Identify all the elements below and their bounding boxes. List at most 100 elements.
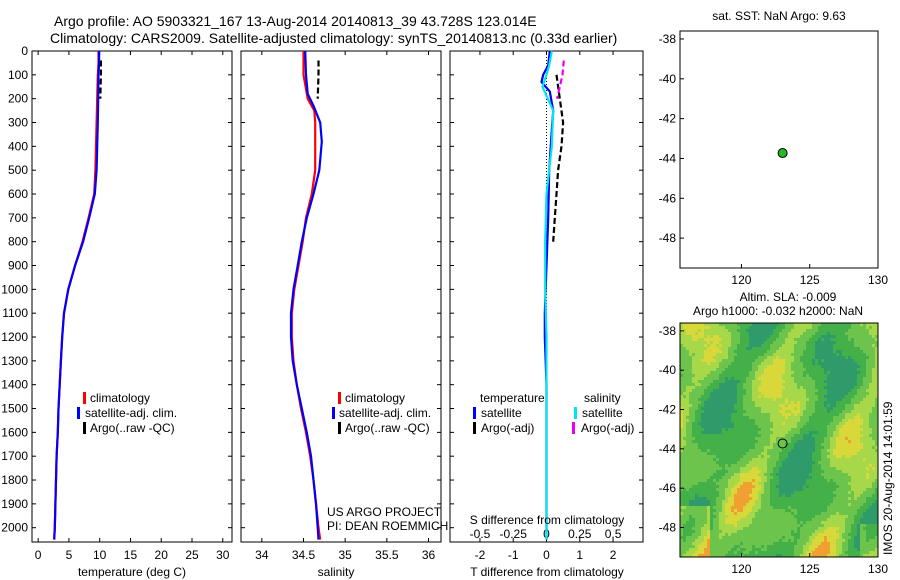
salinity-series [289,50,323,540]
legend-argo: Argo(..raw -QC) [345,421,430,435]
legend-swatch-satellite [332,407,335,419]
x-tick-label: 2 [610,548,617,562]
legend-s-argo: Argo(-adj) [581,421,634,435]
x-tick-label: 30 [216,548,230,562]
sla-heatmap [680,323,878,557]
legend-satellite: satellite-adj. clim. [339,406,431,420]
legend-climatology: climatology [345,391,405,405]
y-tick-label: -48 [659,231,677,245]
y-tick-label: -42 [659,403,677,417]
y-tick-label: 0 [21,44,28,58]
credit-line1: US ARGO PROJECT [327,505,442,519]
legend-swatch-satellite [77,407,80,419]
legend-satellite: satellite-adj. clim. [85,406,177,420]
y-tick-label: 500 [8,163,28,177]
x-tick-label: 130 [868,562,888,576]
x-tick-label: -2 [475,548,486,562]
temperature-panel: 0100200300400500600700800900100011001200… [1,44,233,579]
y-tick-label: 1100 [2,306,28,320]
legend-swatch-climatology [83,392,86,404]
x-tick-label: 1 [576,548,583,562]
y-tick-label: 200 [8,92,28,106]
x-tick-label: -1 [508,548,519,562]
legend-header-temperature: temperature [480,391,545,405]
x-tick-label: 5 [66,548,73,562]
series-line [552,74,565,242]
x-tick-label: 125 [800,562,820,576]
argo-position-marker [777,148,788,159]
depth-axis: 0 100 200 300 400 500 600 700 800 900 1000 1100 1200… [1,44,28,535]
t-difference-xlabel: T difference from climatology [470,565,624,579]
x-tick-label: 34.5 [292,548,316,562]
difference-series [540,50,565,540]
x-tick-label: 10 [93,548,107,562]
x-tick-label: 34 [255,548,269,562]
x-tick-label: 25 [185,548,199,562]
y-tick-label: 1400 [1,378,28,392]
temperature-legend: climatology satellite-adj. clim. Argo(..… [77,391,177,435]
y-tick-label: -42 [659,112,677,126]
s-tick-label: 0.25 [568,527,592,541]
y-tick-label: -46 [659,481,677,495]
y-tick-label: 1000 [1,282,28,296]
sst-map-title: sat. SST: NaN Argo: 9.63 [712,9,846,23]
series-line [556,60,565,99]
series-line [541,50,555,540]
sst-map-panel: sat. SST: NaN Argo: 9.63 120 125 130 -38 -40… [659,9,889,287]
argo-position-marker [777,438,788,449]
x-tick-label: 36 [422,548,436,562]
y-tick-label: 900 [8,259,28,273]
s-difference-axis: -0.5-0.2500.250.5 [470,527,622,541]
legend-argo: Argo(..raw -QC) [90,421,175,435]
legend-climatology: climatology [90,391,150,405]
x-tick-label: 20 [155,548,169,562]
legend-header-salinity: salinity [584,391,621,405]
y-tick-label: -44 [659,442,677,456]
salinity-panel: 34 34.5 35 35.5 36 salinity climatology sate… [240,50,448,579]
credit-line2: PI: DEAN ROEMMICH [327,519,448,533]
s-difference-xlabel: S difference from climatology [470,513,625,527]
y-tick-label: 1600 [1,425,28,439]
y-tick-label: -46 [659,191,677,205]
x-tick-label: 125 [800,273,820,287]
x-tick-label: 35.5 [375,548,399,562]
legend-swatch-argo [338,422,341,434]
s-tick-label: 0.5 [605,527,622,541]
salinity-xlabel: salinity [318,565,355,579]
y-tick-label: -40 [659,72,677,86]
x-tick-label: 130 [868,273,888,287]
legend-swatch-argo [83,422,86,434]
imos-timestamp: IMOS 20-Aug-2014 14:01:59 [881,401,895,555]
y-tick-label: 1700 [1,449,28,463]
x-tick-label: 120 [731,562,751,576]
temperature-xlabel: temperature (deg C) [78,565,186,579]
y-tick-label: 600 [8,187,28,201]
difference-legend: temperature salinity satellite Argo(-adj… [473,391,634,435]
x-tick-label: 35 [338,548,352,562]
sla-map-points [777,438,788,449]
sla-map-frame [679,322,879,558]
y-tick-label: 800 [8,235,28,249]
y-tick-label: -38 [659,324,677,338]
series-line [290,51,322,540]
sst-map-axes: 120 125 130 -38 -40 -42 -44 -46 -48 [659,32,889,287]
salinity-frame [240,50,442,543]
s-tick-label: -0.5 [470,527,491,541]
legend-t-satellite: satellite [481,406,522,420]
y-tick-label: 1500 [1,402,28,416]
y-tick-label: 700 [8,211,28,225]
x-tick-label: 120 [731,273,751,287]
s-tick-label: -0.25 [500,527,528,541]
y-tick-label: 1800 [1,473,28,487]
temperature-x-axis: 0 5 10 15 20 25 30 [32,50,232,562]
y-tick-label: 1300 [1,354,28,368]
temperature-series [53,51,103,540]
legend-swatch-climatology [338,392,341,404]
series-line [316,60,320,99]
y-tick-label: 1900 [1,497,28,511]
legend-swatch-t-argo [473,422,476,434]
salinity-legend: climatology satellite-adj. clim. Argo(..… [332,391,431,435]
y-tick-label: 100 [8,68,28,82]
series-line [289,50,323,540]
